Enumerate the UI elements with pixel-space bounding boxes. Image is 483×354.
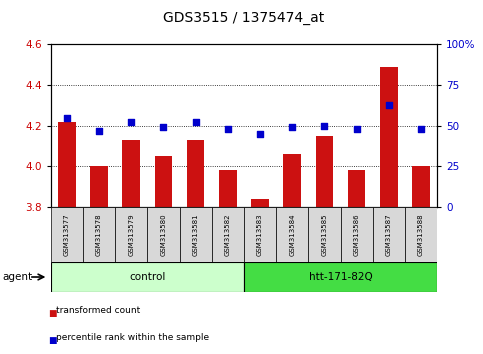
Point: [353, 126, 360, 132]
Text: GSM313587: GSM313587: [386, 213, 392, 256]
Bar: [122, 140, 140, 207]
Text: GSM313584: GSM313584: [289, 213, 295, 256]
Bar: [147, 207, 180, 262]
Point: [95, 128, 103, 133]
Point: [417, 126, 425, 132]
Text: GSM313588: GSM313588: [418, 213, 424, 256]
Bar: [244, 207, 276, 262]
Bar: [115, 207, 147, 262]
Point: [288, 125, 296, 130]
Bar: [251, 199, 269, 207]
Text: GSM313579: GSM313579: [128, 213, 134, 256]
Bar: [219, 170, 237, 207]
Text: GSM313585: GSM313585: [321, 213, 327, 256]
Point: [192, 120, 199, 125]
Text: ■: ■: [48, 309, 57, 318]
Bar: [58, 122, 76, 207]
Text: GDS3515 / 1375474_at: GDS3515 / 1375474_at: [163, 11, 325, 25]
Text: agent: agent: [2, 272, 32, 282]
Bar: [405, 207, 437, 262]
Point: [321, 123, 328, 129]
Bar: [412, 166, 430, 207]
Text: GSM313583: GSM313583: [257, 213, 263, 256]
Bar: [373, 207, 405, 262]
Text: control: control: [129, 272, 166, 282]
Text: GSM313577: GSM313577: [64, 213, 70, 256]
Text: ■: ■: [48, 336, 57, 344]
Bar: [212, 207, 244, 262]
Point: [256, 131, 264, 137]
Point: [128, 120, 135, 125]
Text: percentile rank within the sample: percentile rank within the sample: [56, 333, 209, 342]
Bar: [380, 67, 398, 207]
Point: [63, 115, 71, 120]
Bar: [155, 156, 172, 207]
Bar: [308, 207, 341, 262]
Text: transformed count: transformed count: [56, 306, 140, 315]
Bar: [284, 154, 301, 207]
Bar: [341, 207, 373, 262]
Text: GSM313578: GSM313578: [96, 213, 102, 256]
Bar: [83, 207, 115, 262]
Point: [159, 125, 167, 130]
Text: GSM313581: GSM313581: [193, 213, 199, 256]
Point: [385, 102, 393, 107]
Text: htt-171-82Q: htt-171-82Q: [309, 272, 372, 282]
Point: [224, 126, 232, 132]
Bar: [276, 207, 308, 262]
Text: GSM313586: GSM313586: [354, 213, 360, 256]
Text: GSM313582: GSM313582: [225, 213, 231, 256]
Bar: [244, 262, 437, 292]
Text: GSM313580: GSM313580: [160, 213, 167, 256]
Bar: [51, 207, 83, 262]
Bar: [348, 170, 366, 207]
Bar: [187, 140, 204, 207]
Bar: [180, 207, 212, 262]
Bar: [51, 262, 244, 292]
Bar: [315, 136, 333, 207]
Bar: [90, 166, 108, 207]
